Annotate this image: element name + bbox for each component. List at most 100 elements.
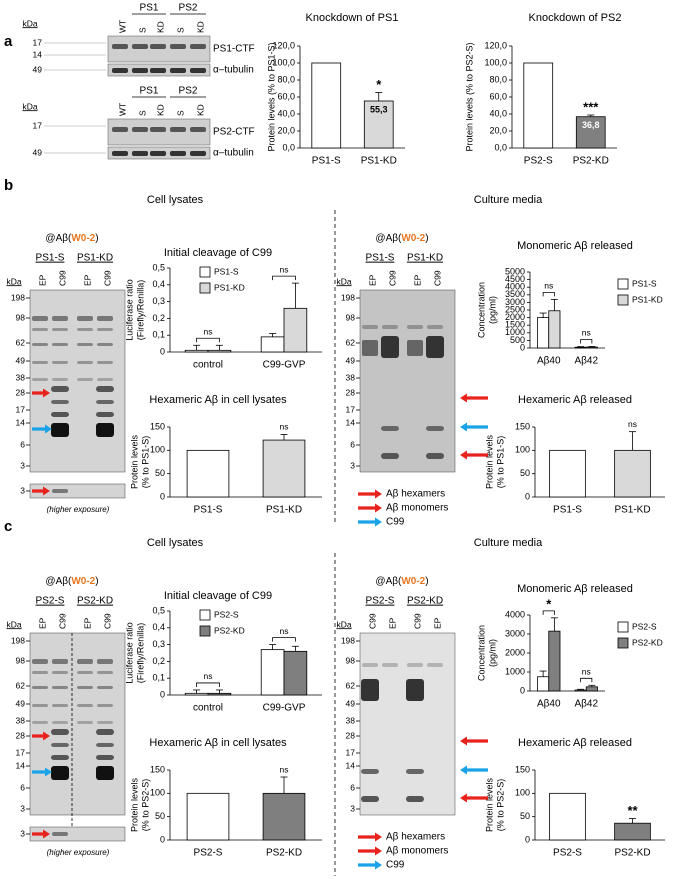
arrow	[460, 393, 488, 403]
blot-band	[407, 663, 423, 667]
blot-band	[150, 127, 166, 132]
blot-band	[51, 755, 69, 760]
x-tick-label: PS2-S	[524, 156, 553, 167]
group-label: PS2	[179, 86, 198, 97]
significance-bracket	[542, 610, 555, 615]
antibody-part: W0-2	[401, 576, 425, 587]
legend-label: PS1-S	[214, 266, 239, 276]
blot-band	[426, 426, 444, 431]
blot-band	[52, 343, 68, 346]
significance-label: ns	[280, 422, 289, 432]
legend-label: PS1-S	[632, 278, 657, 288]
blot-band	[97, 659, 113, 664]
band-label: PS1-CTF	[213, 44, 255, 55]
blot-band	[150, 68, 166, 73]
marker-label: 62	[346, 680, 356, 690]
y-tick-label: 0	[525, 834, 530, 844]
blot-band	[132, 127, 148, 132]
arrow	[460, 450, 488, 460]
lane-label: C99	[432, 270, 442, 286]
bar	[311, 62, 342, 149]
significance-label: ns	[280, 626, 289, 636]
lane-label: KD	[195, 21, 205, 33]
blot-band	[96, 743, 114, 747]
chart-title: Monomeric Aβ released	[517, 583, 633, 595]
bar	[260, 336, 285, 353]
y-tick-label: 0,0	[282, 142, 295, 152]
significance-bracket	[580, 677, 593, 683]
significance-label: ns	[544, 281, 553, 291]
bar	[585, 686, 598, 692]
y-tick-label: 1000	[505, 666, 525, 676]
legend-label: PS2-KD	[214, 625, 245, 635]
marker-label: 17	[346, 747, 356, 757]
marker-label: 17	[33, 37, 43, 47]
significance-label: *	[546, 596, 552, 611]
blot-band	[52, 489, 68, 493]
legend-swatch	[199, 266, 211, 278]
antibody-part: )	[425, 576, 428, 587]
y-axis-label: (Firefly/Renilla)	[135, 623, 145, 684]
legend-label: PS2-KD	[632, 637, 663, 647]
significance-bracket	[580, 339, 593, 344]
blot-band	[362, 340, 378, 356]
blot-band	[97, 378, 113, 381]
marker-label: 49	[33, 147, 43, 157]
y-axis-label: Luciferase ratio	[124, 279, 134, 341]
blot-band	[361, 769, 379, 774]
marker-label: 198	[11, 292, 25, 302]
x-tick-label: control	[193, 703, 223, 714]
blot-band	[170, 127, 186, 132]
lane-label: S	[137, 27, 147, 33]
y-tick-label: 80,0	[277, 74, 295, 84]
marker-label: 38	[346, 715, 356, 725]
arrow	[358, 832, 382, 842]
lane-label: KD	[155, 21, 165, 33]
section-heading: Cell lysates	[147, 194, 204, 206]
bar	[548, 310, 561, 349]
group-label: PS1-KD	[407, 253, 443, 264]
blot-band	[32, 378, 48, 381]
significance-label: ns	[628, 419, 637, 429]
lane-label: S	[175, 110, 185, 116]
significance-label: ns	[582, 667, 591, 677]
y-tick-label: 0	[520, 685, 525, 695]
blot-band	[77, 316, 93, 321]
blot-band	[32, 671, 48, 674]
blot-band	[52, 832, 68, 836]
y-tick-label: 3500	[505, 289, 525, 299]
y-tick-label: 150	[150, 764, 165, 774]
y-tick-label: 40,0	[489, 108, 507, 118]
significance-label: **	[627, 803, 638, 818]
blot-band	[150, 44, 166, 49]
bar	[207, 349, 232, 353]
lane-label: C99	[102, 270, 112, 286]
arrow	[460, 765, 488, 775]
marker-label: 49	[16, 355, 26, 365]
x-tick-label: PS2-KD	[614, 848, 650, 859]
y-tick-label: 1000	[505, 327, 525, 337]
blot-band	[32, 316, 48, 321]
blot-band	[51, 743, 69, 747]
y-tick-label: 0,4	[152, 622, 165, 632]
blot-band	[112, 127, 128, 132]
significance-label: *	[376, 77, 382, 92]
y-tick-label: 500	[510, 335, 525, 345]
marker-label: 17	[346, 404, 356, 414]
blot-band	[96, 423, 114, 437]
y-tick-label: 20,0	[277, 125, 295, 135]
y-tick-label: 0,2	[152, 656, 165, 666]
antibody-part: @Aβ(	[45, 576, 72, 587]
antibody-part: @Aβ(	[375, 576, 402, 587]
arrow	[460, 736, 488, 746]
marker-label: 14	[33, 49, 43, 59]
blot-band	[97, 704, 113, 707]
marker-label: 14	[16, 760, 26, 770]
y-axis-label: (pg/ml)	[487, 296, 497, 324]
kda-label: kDa	[336, 619, 351, 629]
kda-label: kDa	[22, 101, 37, 111]
blot-band	[362, 663, 378, 667]
blot	[359, 289, 456, 473]
y-tick-label: 100	[515, 788, 530, 798]
x-tick-label: PS2-S	[194, 848, 223, 859]
